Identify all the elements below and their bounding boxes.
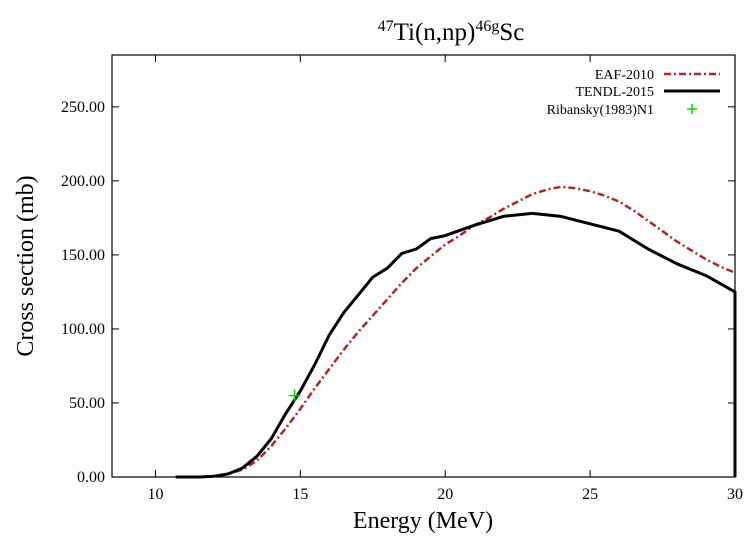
x-tick-label: 15 (292, 486, 308, 503)
title-superscript-mass-target: 47 (378, 18, 394, 35)
legend-label-eaf-2010: EAF-2010 (595, 68, 654, 83)
x-tick-label: 30 (727, 486, 743, 503)
legend-marker-ribansky-1983 (687, 104, 697, 114)
chart-title: 47Ti(n,np)46gSc (378, 18, 525, 46)
y-tick-label: 250.00 (61, 99, 105, 116)
y-tick-label: 200.00 (61, 173, 105, 190)
legend-label-ribansky-1983: Ribansky(1983)N1 (547, 103, 654, 118)
x-tick-label: 25 (582, 486, 598, 503)
legend-label-tendl-2015: TENDL-2015 (575, 85, 654, 100)
title-product: Sc (499, 19, 524, 46)
title-superscript-mass-product: 46g (475, 18, 499, 35)
data-point-ribansky-1983-n1 (288, 389, 301, 402)
series-layer (175, 185, 737, 479)
x-tick-label: 10 (147, 486, 163, 503)
x-axis-ticks: 10 15 20 25 30 (147, 55, 743, 503)
y-tick-label: 150.00 (61, 247, 105, 264)
plot-frame (111, 54, 736, 478)
y-tick-label: 0.00 (77, 469, 105, 486)
x-tick-label: 20 (437, 486, 453, 503)
x-axis-label: Energy (MeV) (353, 508, 493, 534)
y-tick-label: 100.00 (61, 321, 105, 338)
legend: EAF-2010 TENDL-2015 Ribansky(1983)N1 (547, 68, 720, 118)
series-line-eaf-2010 (175, 185, 736, 479)
y-axis-ticks: 0.00 50.00 100.00 150.00 200.00 250.00 (61, 99, 735, 486)
title-reaction: Ti(n,np) (394, 19, 476, 46)
y-tick-label: 50.00 (69, 395, 105, 412)
series-line-tendl-2015 (175, 211, 737, 479)
y-axis-label: Cross section (mb) (13, 175, 39, 356)
